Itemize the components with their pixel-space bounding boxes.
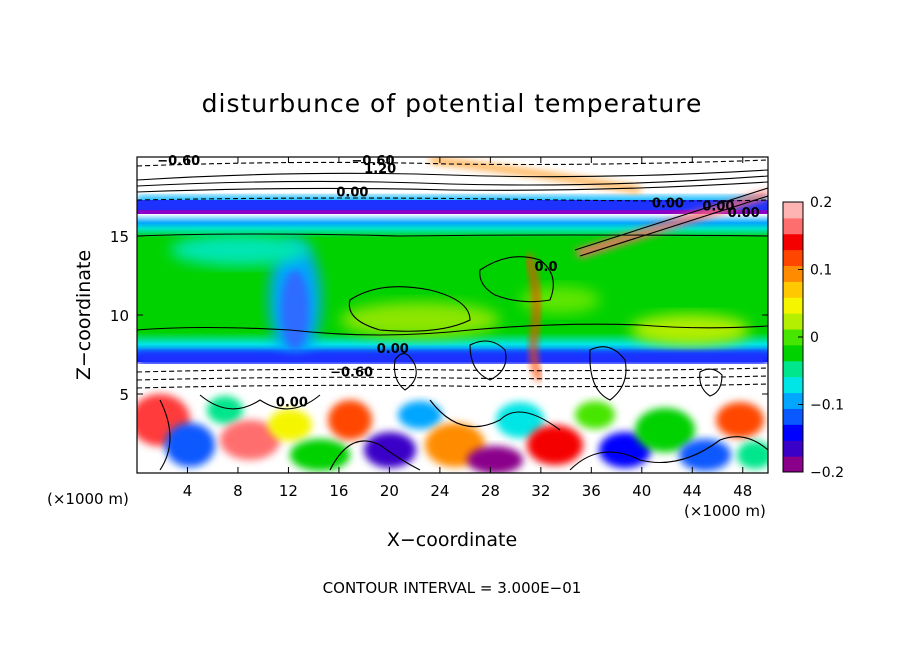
colorbar-segment [783, 265, 803, 282]
x-tick-label: 24 [430, 482, 449, 500]
x-tick-label: 28 [481, 482, 500, 500]
contour-label: 0.00 [377, 342, 409, 357]
y-tick-label: 5 [119, 386, 129, 404]
colorbar-segment [783, 440, 803, 457]
colorbar-tick-label: 0 [810, 330, 819, 346]
colorbar-tick-label: −0.2 [810, 465, 844, 481]
x-axis-label: X−coordinate [387, 529, 517, 551]
x-tick-label: 12 [279, 482, 298, 500]
x-axis-unit-left: (×1000 m) [47, 490, 129, 508]
colorbar-segment [783, 249, 803, 267]
colorbar-segment [783, 424, 803, 441]
contour-label: 0.0 [535, 260, 558, 275]
y-tick-label: 15 [110, 228, 129, 246]
x-tick-label: 32 [531, 482, 550, 500]
colorbar-segment [783, 217, 803, 235]
contour-label: 0.00 [652, 197, 684, 212]
x-tick-label: 36 [582, 482, 601, 500]
colorbar-segment [783, 360, 803, 378]
y-tick-label: 10 [110, 307, 129, 325]
contour-label: 0.00 [336, 186, 368, 201]
y-axis-label: Z−coordinate [73, 250, 95, 380]
contour-labels: −0.60 −0.601.200.000.00 0.000.000.00.00−0.… [157, 154, 760, 411]
x-tick-label: 16 [329, 482, 348, 500]
x-tick-label: 40 [632, 482, 651, 500]
colorbar-segment [783, 313, 803, 330]
colorbar-segment [783, 202, 803, 219]
x-tick-label: 44 [683, 482, 702, 500]
colorbar-tick-label: 0.1 [810, 263, 832, 279]
y-axis: 5 10 15 [110, 228, 768, 404]
contour-label: 0.00 [702, 200, 734, 215]
contour-lines [137, 159, 768, 471]
colorbar-segment [783, 456, 803, 473]
colorbar-segment [783, 376, 803, 394]
colorbar-segment [783, 233, 803, 251]
x-axis: 4 8 12 16 20 24 28 32 36 40 44 48 [183, 157, 752, 500]
colorbar-tick-label: −0.1 [810, 398, 844, 414]
x-tick-label: 20 [380, 482, 399, 500]
colorbar-segment [783, 329, 803, 346]
heatmap-field [137, 157, 768, 473]
colorbar-segment [783, 297, 803, 314]
contour-label: 0.00 [728, 206, 760, 221]
x-tick-label: 48 [733, 482, 752, 500]
contour-label: −0.60 [330, 366, 373, 381]
x-tick-label: 8 [233, 482, 243, 500]
contour-label: −0.60 [157, 154, 200, 169]
colorbar-segment [783, 408, 803, 425]
x-tick-label: 4 [183, 482, 193, 500]
colorbar-segment [783, 392, 803, 409]
chart-title: disturbunce of potential temperature [202, 89, 703, 118]
contour-interval-note: CONTOUR INTERVAL = 3.000E−01 [323, 579, 582, 597]
colorbar-segment [783, 281, 803, 298]
contour-label: −0.60 [352, 154, 395, 169]
colorbar: 0.2 0.1 0 −0.1 −0.2 [782, 195, 844, 481]
colorbar-tick-label: 0.2 [810, 195, 832, 211]
x-axis-unit-right: (×1000 m) [684, 502, 766, 520]
contour-label: 1.20 [364, 162, 396, 177]
colorbar-segment [783, 344, 803, 362]
contour-label: 0.00 [276, 396, 308, 411]
